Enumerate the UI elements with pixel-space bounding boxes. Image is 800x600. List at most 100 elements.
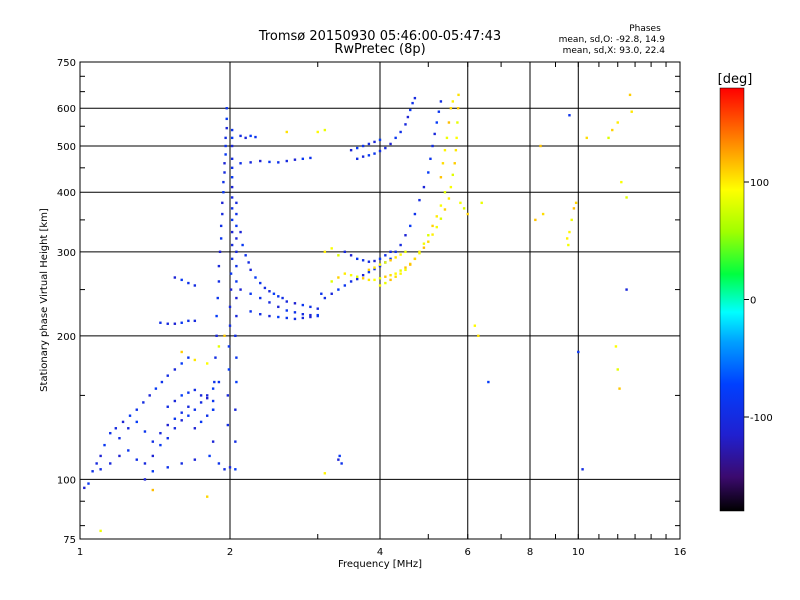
data-point-o	[367, 270, 371, 274]
data-point-o	[384, 254, 387, 257]
data-point-o	[378, 138, 382, 142]
data-point-o	[293, 302, 297, 305]
data-point-x	[435, 225, 438, 229]
data-point-x	[99, 529, 102, 533]
data-point-o	[373, 267, 376, 271]
data-point-x	[373, 278, 376, 282]
x-tick-label: 2	[227, 547, 233, 558]
y-tick-label: 300	[57, 248, 76, 259]
data-point-o	[225, 107, 228, 110]
data-point-o	[224, 136, 227, 140]
data-point-x	[477, 334, 480, 338]
data-point-o	[367, 154, 371, 157]
data-point-o	[361, 259, 365, 262]
data-point-o	[429, 157, 432, 161]
data-point-o	[316, 307, 319, 310]
data-point-x	[439, 217, 443, 220]
data-point-o	[224, 144, 227, 148]
data-point-o	[249, 134, 252, 138]
stats-line-x: mean, sd,X: 93.0, 22.4	[563, 46, 666, 56]
data-point-o	[87, 482, 90, 485]
data-point-x	[205, 362, 209, 365]
data-point-o	[259, 159, 262, 163]
data-point-o	[268, 290, 271, 293]
data-point-o	[205, 396, 209, 400]
data-point-x	[443, 208, 447, 211]
data-point-o	[230, 176, 234, 179]
data-point-o	[235, 264, 238, 268]
data-point-x	[180, 350, 183, 354]
data-point-o	[218, 250, 222, 254]
colorbar-ticks: 100 0 -100	[744, 178, 773, 424]
data-point-x	[389, 273, 392, 277]
x-axis: 1 2 4 6 8 10 16	[77, 62, 686, 558]
data-point-o	[361, 273, 365, 277]
data-point-x	[384, 261, 387, 264]
data-point-o	[234, 440, 237, 443]
data-point-o	[148, 394, 151, 397]
data-point-o	[487, 380, 490, 384]
data-point-o	[394, 136, 397, 140]
data-point-x	[413, 257, 417, 261]
data-point-o	[217, 462, 221, 465]
data-point-o	[109, 431, 112, 435]
data-point-o	[227, 345, 231, 348]
data-point-o	[142, 401, 145, 404]
data-point-x	[418, 250, 421, 254]
data-point-x	[441, 162, 445, 165]
data-point-x	[384, 275, 387, 278]
data-point-o	[355, 257, 359, 261]
data-point-o	[219, 224, 223, 228]
data-point-o	[301, 157, 305, 161]
data-point-x	[285, 130, 288, 134]
data-point-o	[349, 254, 353, 257]
data-point-o	[413, 212, 417, 216]
data-point-o	[235, 296, 238, 300]
data-point-o	[272, 292, 276, 295]
data-point-o	[173, 427, 177, 430]
data-point-o	[249, 161, 252, 164]
data-point-x	[625, 196, 628, 199]
data-point-x	[451, 100, 455, 103]
data-point-o	[435, 121, 438, 124]
data-point-o	[373, 152, 376, 155]
data-point-o	[187, 391, 190, 394]
data-point-o	[349, 148, 353, 152]
data-point-o	[180, 278, 183, 282]
data-point-o	[568, 114, 571, 117]
data-point-o	[361, 144, 365, 148]
colorbar-tick-label: -100	[750, 413, 773, 424]
data-point-o	[173, 368, 177, 371]
data-point-o	[285, 159, 288, 163]
data-point-o	[173, 417, 177, 420]
colorbar-tick-label: 100	[750, 178, 769, 189]
data-point-x	[431, 224, 434, 228]
data-point-x	[574, 201, 578, 205]
data-point-x	[394, 275, 397, 278]
data-point-x	[456, 121, 459, 124]
data-point-x	[389, 259, 392, 262]
data-point-x	[466, 212, 469, 216]
data-point-x	[367, 268, 371, 272]
data-point-x	[378, 284, 382, 287]
data-point-x	[378, 263, 382, 266]
data-point-o	[399, 243, 402, 247]
data-point-o	[301, 316, 305, 320]
data-point-o	[223, 171, 226, 174]
data-point-o	[268, 301, 271, 304]
data-point-o	[180, 462, 183, 465]
data-point-o	[409, 108, 412, 112]
data-point-o	[413, 96, 417, 100]
data-point-x	[316, 130, 319, 134]
data-point-x	[451, 173, 455, 177]
data-point-o	[225, 117, 228, 121]
data-point-o	[277, 161, 280, 164]
data-point-o	[228, 324, 232, 327]
data-point-o	[431, 144, 434, 148]
data-point-o	[221, 201, 224, 205]
data-point-o	[127, 427, 130, 430]
data-point-o	[99, 454, 102, 458]
y-tick-label: 500	[57, 142, 76, 153]
data-point-o	[234, 334, 237, 338]
data-point-o	[217, 264, 221, 268]
